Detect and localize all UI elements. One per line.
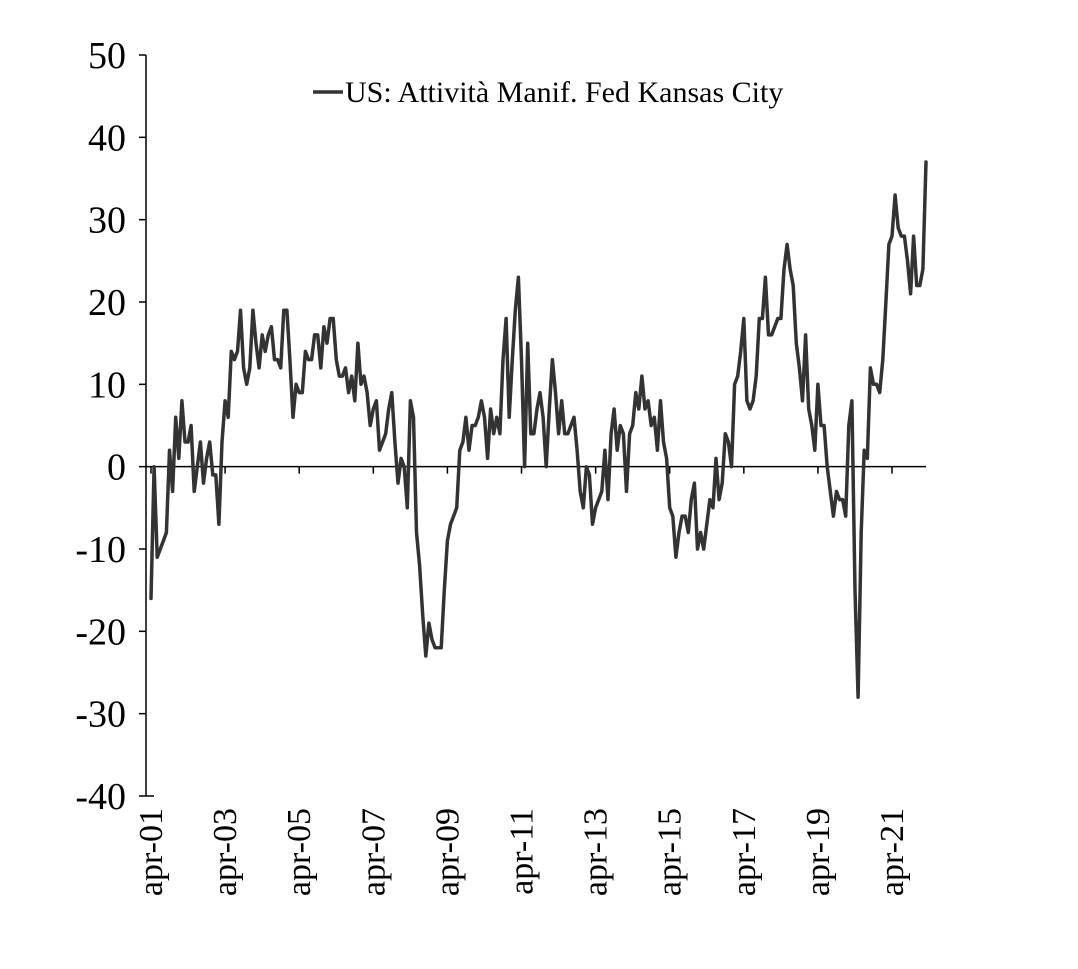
x-tick-label: apr-09 xyxy=(429,808,466,896)
x-axis-tick-labels: apr-01 apr-03 apr-05 apr-07 apr-09 apr-11 apr-… xyxy=(133,808,911,896)
y-tick-label: -40 xyxy=(75,776,126,818)
y-tick-label: 10 xyxy=(88,364,126,406)
legend: US: Attività Manif. Fed Kansas City xyxy=(313,76,783,109)
series-lines xyxy=(149,160,928,699)
x-tick-label: apr-07 xyxy=(355,808,392,896)
y-tick-label: 0 xyxy=(107,447,126,489)
y-tick-label: 30 xyxy=(88,200,126,242)
x-tick-label: apr-17 xyxy=(726,808,763,896)
y-tick-label: 40 xyxy=(88,117,126,159)
x-tick-label: apr-15 xyxy=(652,808,689,896)
plot-axes xyxy=(139,54,926,797)
y-tick-label: -30 xyxy=(75,694,126,736)
x-tick-label: apr-05 xyxy=(281,808,318,896)
x-tick-label: apr-03 xyxy=(207,808,244,896)
x-tick-label: apr-11 xyxy=(504,808,541,895)
y-tick-label: 20 xyxy=(88,282,126,324)
x-tick-label: apr-19 xyxy=(800,808,837,896)
y-tick-label: -20 xyxy=(75,611,126,653)
y-tick-label: -10 xyxy=(75,529,126,571)
legend-label: US: Attività Manif. Fed Kansas City xyxy=(345,76,783,109)
y-axis-tick-labels: 50 40 30 20 10 0 -10 -20 -30 -40 xyxy=(75,35,126,818)
x-tick-label: apr-21 xyxy=(874,808,911,896)
y-tick-label: 50 xyxy=(88,35,126,77)
x-tick-label: apr-01 xyxy=(133,808,170,896)
series-line xyxy=(149,160,928,699)
x-tick-label: apr-13 xyxy=(578,808,615,896)
